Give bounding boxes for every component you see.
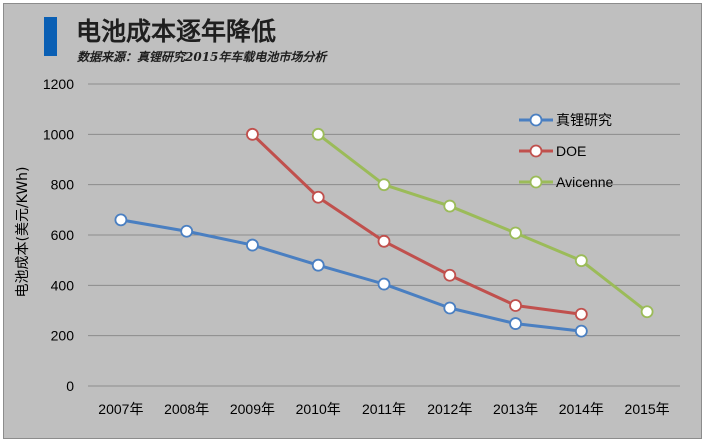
series-2 xyxy=(246,127,588,321)
title-accent-bar xyxy=(44,17,57,56)
x-tick-label: 2011年 xyxy=(362,401,406,417)
y-axis-label: 电池成本(美元/KWh) xyxy=(15,166,31,297)
data-point xyxy=(509,299,522,312)
legend-label: Avicenne xyxy=(556,174,614,190)
chart-subtitle: 数据来源：真锂研究2015年车载电池市场分析 xyxy=(77,50,327,64)
legend-marker xyxy=(529,144,543,158)
x-tick-label: 2012年 xyxy=(427,401,472,417)
y-tick-label: 600 xyxy=(51,227,75,243)
y-tick-label: 800 xyxy=(51,177,75,193)
legend-label: DOE xyxy=(556,143,586,159)
data-point xyxy=(311,258,325,272)
x-tick-label: 2008年 xyxy=(164,401,209,417)
legend-marker xyxy=(529,175,543,189)
series-1 xyxy=(114,213,588,338)
series-line xyxy=(316,132,649,314)
series-line xyxy=(119,218,583,333)
series-3 xyxy=(311,127,654,319)
legend: 真锂研究 DOE Avicenne xyxy=(519,112,614,190)
data-point xyxy=(509,226,522,240)
x-tick-label: 2013年 xyxy=(493,401,538,417)
legend-label: 真锂研究 xyxy=(556,112,612,128)
data-point xyxy=(311,127,325,141)
data-point xyxy=(509,317,522,330)
data-point xyxy=(574,307,588,321)
chart-title: 电池成本逐年降低 xyxy=(76,17,277,46)
x-tick-label: 2010年 xyxy=(296,401,341,417)
data-point xyxy=(443,199,457,213)
y-tick-label: 1000 xyxy=(43,126,74,142)
y-tick-label: 200 xyxy=(51,328,75,344)
data-point xyxy=(246,127,259,141)
data-point xyxy=(377,178,391,192)
data-point xyxy=(640,305,654,319)
data-point xyxy=(311,190,325,204)
data-point xyxy=(574,254,588,268)
series-lines xyxy=(114,127,654,338)
data-point xyxy=(443,268,457,282)
data-point xyxy=(377,277,391,291)
y-axis-ticks: 0 200 400 600 800 1000 1200 xyxy=(43,76,74,394)
data-point xyxy=(180,224,194,238)
legend-marker xyxy=(529,113,543,127)
x-tick-label: 2015年 xyxy=(625,401,670,417)
x-axis-ticks: 2007年 2008年 2009年 2010年 2011年 2012年 2013年 2014年… xyxy=(98,401,669,417)
y-tick-label: 0 xyxy=(66,378,74,394)
y-tick-label: 400 xyxy=(51,277,75,293)
data-point xyxy=(246,238,259,252)
y-tick-label: 1200 xyxy=(43,76,74,92)
data-point xyxy=(114,213,128,227)
x-tick-label: 2009年 xyxy=(230,401,275,417)
data-point xyxy=(377,234,391,248)
x-tick-label: 2014年 xyxy=(559,401,604,417)
x-tick-label: 2007年 xyxy=(98,401,143,417)
data-point xyxy=(443,301,457,315)
data-point xyxy=(574,324,588,338)
series-line xyxy=(250,132,583,316)
